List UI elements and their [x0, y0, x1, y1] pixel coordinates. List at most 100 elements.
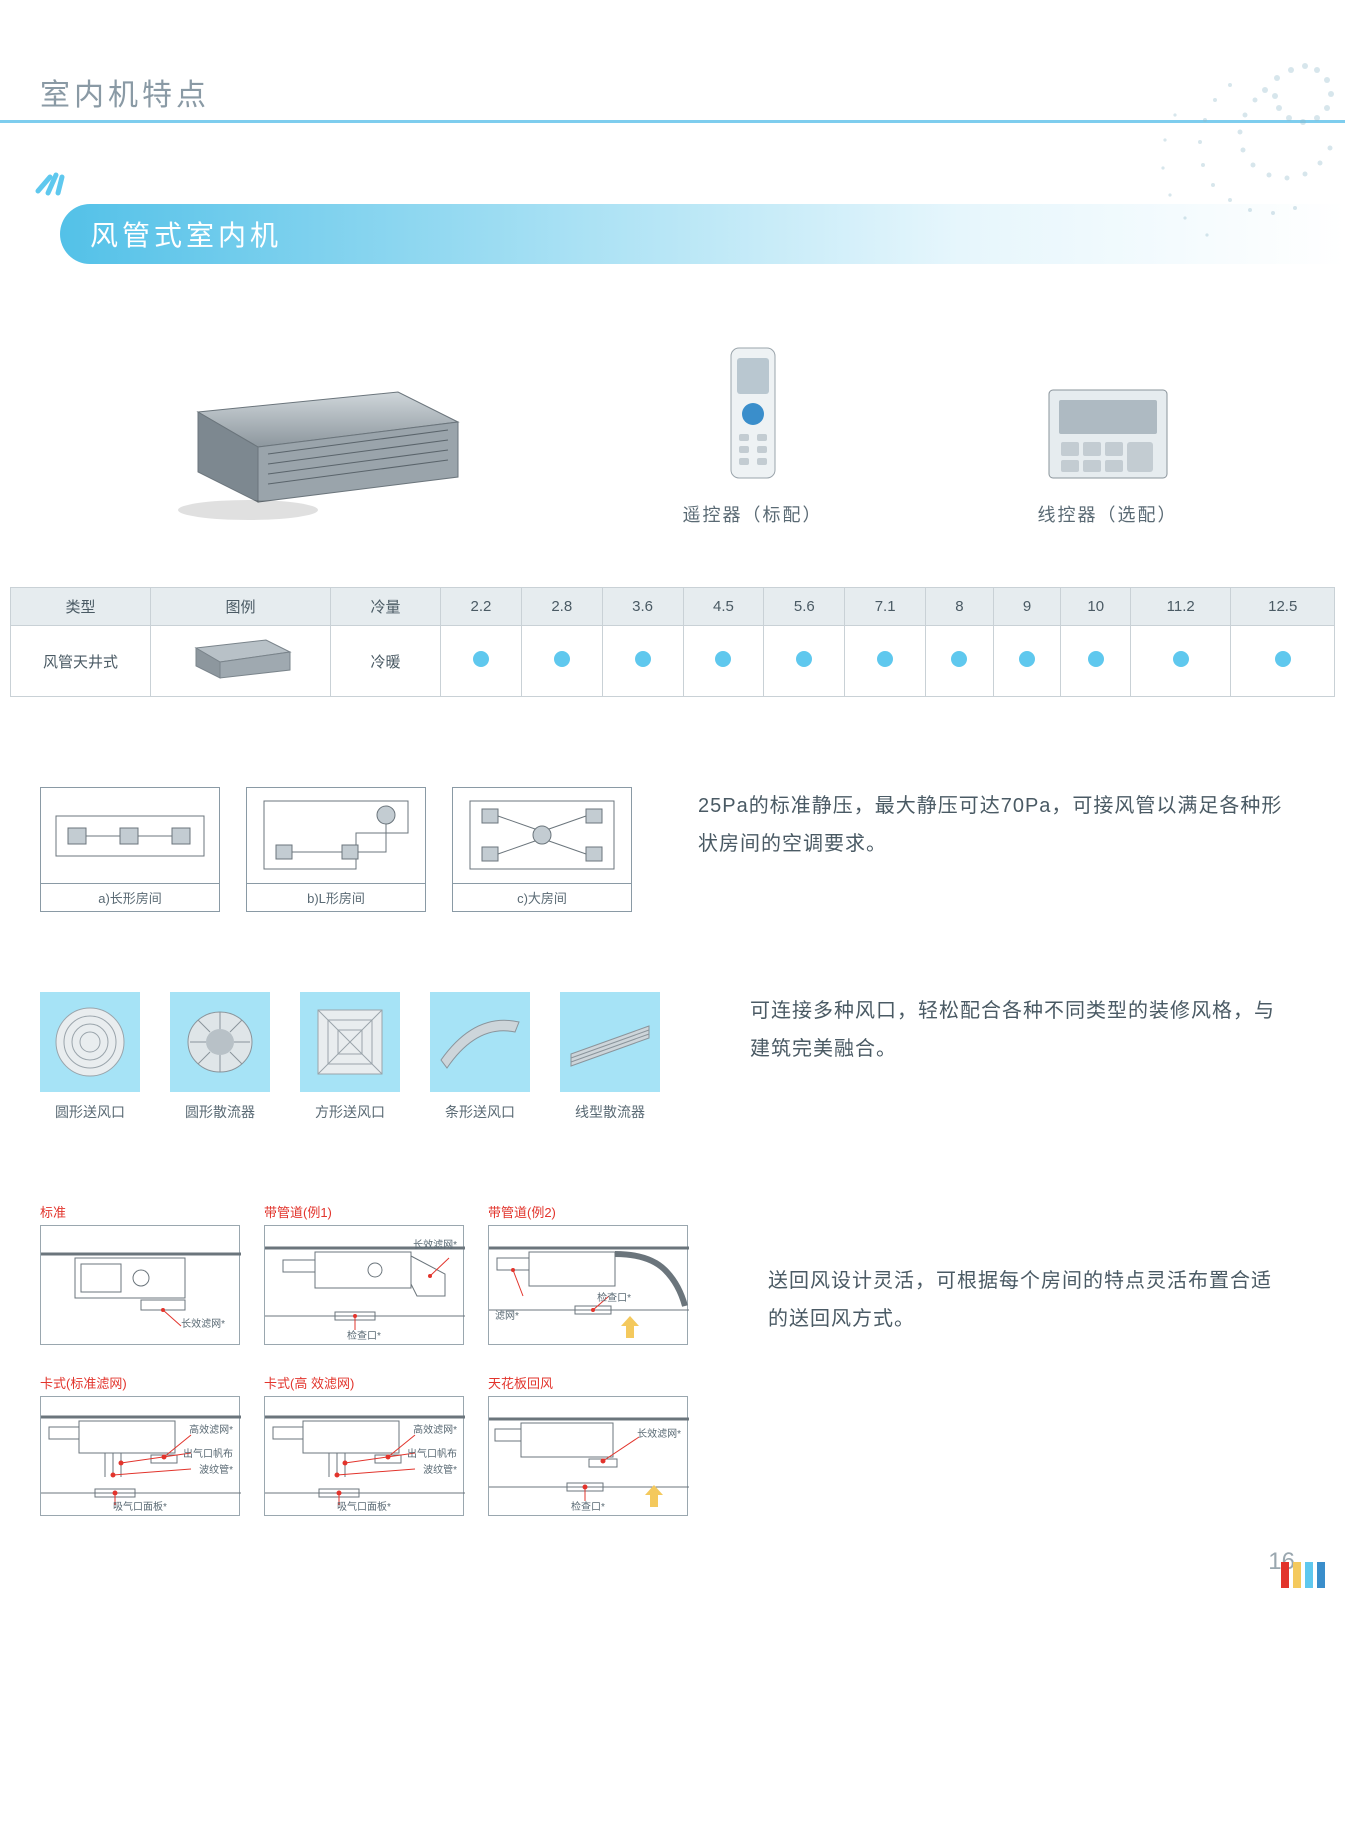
th-legend: 图例: [151, 588, 331, 626]
wired-controller-icon: [1043, 384, 1173, 484]
vent-0: 圆形送风口: [40, 992, 140, 1122]
vents-row: 圆形送风口 圆形散流器: [0, 912, 1345, 1122]
square-outlet-icon: [310, 1002, 390, 1082]
ret-2-a1: 滤网*: [495, 1307, 519, 1322]
rooms-text: 25Pa的标准静压，最大静压可达70Pa，可接风管以满足各种形状房间的空调要求。: [658, 787, 1345, 863]
room-b: b)L形房间: [246, 787, 426, 912]
ret-2-title: 带管道(例2): [488, 1202, 688, 1221]
th-cap-9: 11.2: [1130, 588, 1230, 626]
rooms-row: a)长形房间 b)L形房间: [0, 697, 1345, 912]
row-type: 风管天井式: [11, 626, 151, 697]
th-type: 类型: [11, 588, 151, 626]
th-cap-3: 4.5: [683, 588, 764, 626]
ret-0-a1: 长效滤网*: [181, 1315, 225, 1330]
ret-4-a1: 高效滤网*: [413, 1421, 457, 1436]
vent-4-label: 线型散流器: [560, 1102, 660, 1122]
linear-diffuser-icon: [565, 1002, 655, 1082]
room-c-label: c)大房间: [453, 883, 631, 911]
room-c: c)大房间: [452, 787, 632, 912]
room-b-label: b)L形房间: [247, 883, 425, 911]
vent-0-label: 圆形送风口: [40, 1102, 140, 1122]
vent-3: 条形送风口: [430, 992, 530, 1122]
th-cap-2: 3.6: [602, 588, 683, 626]
round-outlet-icon: [50, 1002, 130, 1082]
ret-4-title: 卡式(高 效滤网): [264, 1373, 464, 1392]
dot-4: [764, 626, 845, 697]
th-cap-8: 10: [1061, 588, 1131, 626]
th-cap-6: 8: [926, 588, 994, 626]
ret-3: 卡式(标准滤网) 高效滤网*: [40, 1373, 240, 1516]
ret-3-a2: 出气口帆布: [183, 1445, 233, 1460]
th-capacity: 冷量: [331, 588, 441, 626]
round-diffuser-icon: [180, 1002, 260, 1082]
footer-bar-0: [1281, 1562, 1289, 1588]
footer-bar-3: [1317, 1562, 1325, 1588]
ret-3-a3: 波纹管*: [199, 1461, 233, 1476]
room-a-label: a)长形房间: [41, 883, 219, 911]
ret-4-a4: 吸气口面板*: [337, 1498, 391, 1513]
vent-2-label: 方形送风口: [300, 1102, 400, 1122]
arrow-up-icon: [645, 1485, 663, 1507]
ret-4-a3: 波纹管*: [423, 1461, 457, 1476]
ret-5-a1: 长效滤网*: [637, 1425, 681, 1440]
footer-bar-2: [1305, 1562, 1313, 1588]
dot-3: [683, 626, 764, 697]
returns-grid: 标准 长效滤网* 带管道(例1): [40, 1202, 688, 1516]
ret-1-title: 带管道(例1): [264, 1202, 464, 1221]
dot-0: [441, 626, 522, 697]
dot-8: [1061, 626, 1131, 697]
dot-10: [1231, 626, 1335, 697]
returns-row: 标准 长效滤网* 带管道(例1): [0, 1122, 1345, 1516]
returns-text: 送回风设计灵活，可根据每个房间的特点灵活布置合适的送回风方式。: [728, 1202, 1345, 1338]
dot-5: [845, 626, 926, 697]
vent-2: 方形送风口: [300, 992, 400, 1122]
ret-5-a2: 检查口*: [571, 1498, 605, 1513]
strip-outlet-icon: [435, 1002, 525, 1082]
hero-remote: 遥控器（标配）: [683, 344, 823, 527]
ret-0: 标准 长效滤网*: [40, 1202, 240, 1345]
ret-1: 带管道(例1) 长效滤网* 检查口*: [264, 1202, 464, 1345]
vent-4: 线型散流器: [560, 992, 660, 1122]
spec-header-row: 类型 图例 冷量 2.2 2.8 3.6 4.5 5.6 7.1 8 9 10 …: [11, 588, 1335, 626]
dot-2: [602, 626, 683, 697]
title-rule: [0, 120, 1345, 123]
vent-1-label: 圆形散流器: [170, 1102, 270, 1122]
page-title: 室内机特点: [0, 0, 1345, 120]
vent-1: 圆形散流器: [170, 992, 270, 1122]
room-a: a)长形房间: [40, 787, 220, 912]
footer-bar-1: [1293, 1562, 1301, 1588]
hero-unit: [168, 382, 468, 527]
remote-icon: [723, 344, 783, 484]
ret-5: 天花板回风 长效滤网* 检查口*: [488, 1373, 688, 1516]
hero-wired: 线控器（选配）: [1038, 384, 1178, 527]
ret-0-title: 标准: [40, 1202, 240, 1221]
section-banner: 风管式室内机: [60, 204, 1345, 264]
duct-unit-icon: [168, 382, 468, 522]
arrow-up-icon: [621, 1316, 639, 1338]
ret-3-a1: 高效滤网*: [189, 1421, 233, 1436]
ret-3-a4: 吸气口面板*: [113, 1498, 167, 1513]
remote-caption: 遥控器（标配）: [683, 501, 823, 527]
dot-6: [926, 626, 994, 697]
th-cap-0: 2.2: [441, 588, 522, 626]
hero-row: 遥控器（标配） 线控器（选配）: [0, 264, 1345, 567]
th-cap-4: 5.6: [764, 588, 845, 626]
th-cap-5: 7.1: [845, 588, 926, 626]
ret-5-title: 天花板回风: [488, 1373, 688, 1392]
burst-icon: [30, 163, 70, 199]
row-legend: [151, 626, 331, 697]
dot-9: [1130, 626, 1230, 697]
ret-4: 卡式(高 效滤网) 高效滤网*: [264, 1373, 464, 1516]
th-cap-1: 2.8: [521, 588, 602, 626]
ret-2: 带管道(例2) 滤网* 检查口*: [488, 1202, 688, 1345]
spec-row: 风管天井式 冷暖: [11, 626, 1335, 697]
vent-3-label: 条形送风口: [430, 1102, 530, 1122]
th-cap-7: 9: [993, 588, 1061, 626]
vents-text: 可连接多种风口，轻松配合各种不同类型的装修风格，与建筑完美融合。: [690, 992, 1345, 1068]
wired-caption: 线控器（选配）: [1038, 501, 1178, 527]
ret-1-a2: 检查口*: [347, 1327, 381, 1342]
spec-table: 类型 图例 冷量 2.2 2.8 3.6 4.5 5.6 7.1 8 9 10 …: [10, 587, 1335, 697]
ret-3-title: 卡式(标准滤网): [40, 1373, 240, 1392]
dot-1: [521, 626, 602, 697]
footer-bars: [1281, 1562, 1325, 1588]
